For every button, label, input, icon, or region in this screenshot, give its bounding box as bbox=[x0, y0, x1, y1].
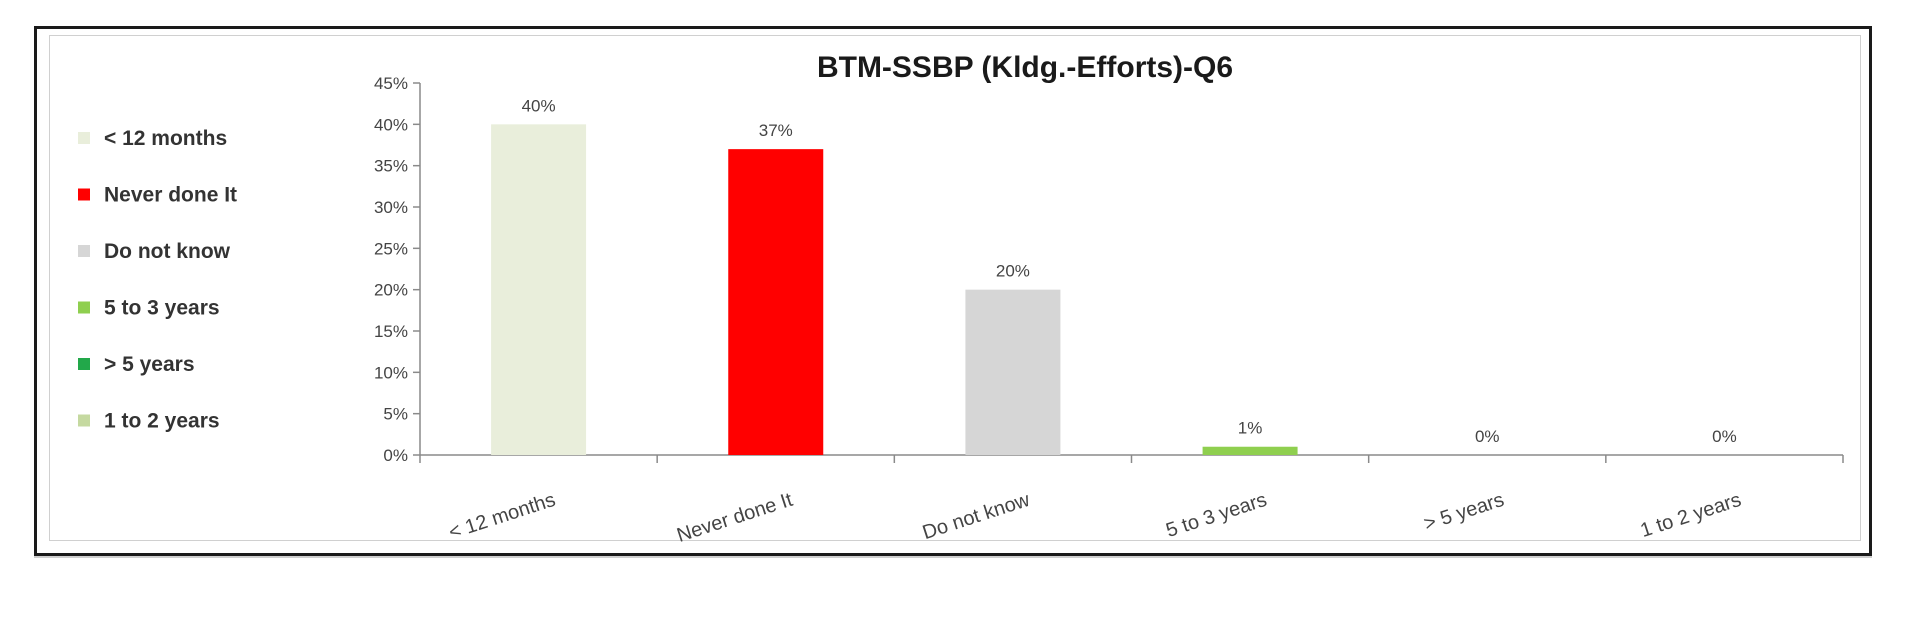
legend-label: Do not know bbox=[104, 240, 231, 263]
legend-swatch bbox=[78, 132, 90, 144]
legend-label: < 12 months bbox=[104, 127, 227, 150]
legend-swatch bbox=[78, 188, 90, 201]
bottom-divider bbox=[34, 556, 1872, 558]
legend-swatch bbox=[78, 358, 90, 370]
legend-swatch bbox=[78, 414, 90, 427]
x-tick-label: Do not know bbox=[920, 489, 1033, 544]
x-tick-label: > 5 years bbox=[1421, 489, 1507, 536]
data-labels: 40% 37% 20% 1% 0% 0% bbox=[522, 96, 1737, 446]
legend: < 12 months Never done It Do not know 5 to … bbox=[78, 127, 237, 433]
y-tick-label: 45% bbox=[374, 74, 408, 93]
chart-frame bbox=[34, 26, 1872, 556]
chart-title: BTM-SSBP (Kldg.-Efforts)-Q6 bbox=[817, 51, 1233, 84]
data-label: 20% bbox=[996, 262, 1030, 281]
x-tick-label: 1 to 2 years bbox=[1638, 489, 1744, 542]
legend-label: 5 to 3 years bbox=[104, 297, 220, 320]
x-tick-label: 5 to 3 years bbox=[1163, 489, 1269, 542]
bar bbox=[965, 289, 1061, 455]
legend-label: 1 to 2 years bbox=[104, 410, 220, 433]
data-label: 0% bbox=[1712, 427, 1737, 446]
y-tick-label: 5% bbox=[383, 405, 408, 424]
data-label: 0% bbox=[1475, 427, 1500, 446]
y-tick-label: 40% bbox=[374, 115, 408, 134]
data-label: 40% bbox=[522, 96, 556, 115]
legend-swatch bbox=[78, 301, 90, 314]
data-label: 37% bbox=[759, 121, 793, 140]
legend-swatch bbox=[78, 245, 90, 257]
bars bbox=[491, 124, 1298, 455]
x-tick-label: Never done It bbox=[674, 489, 795, 547]
y-tick-label: 10% bbox=[374, 363, 408, 382]
chart-area bbox=[49, 35, 1861, 541]
legend-label: > 5 years bbox=[104, 353, 195, 376]
data-label: 1% bbox=[1238, 419, 1263, 438]
x-tick-label: < 12 months bbox=[446, 489, 558, 544]
bar bbox=[728, 149, 824, 455]
y-tick-label: 15% bbox=[374, 322, 408, 341]
legend-label: Never done It bbox=[104, 184, 237, 207]
bar bbox=[1202, 446, 1298, 455]
y-tick-label: 30% bbox=[374, 198, 408, 217]
y-tick-label: 20% bbox=[374, 281, 408, 300]
y-tick-label: 35% bbox=[374, 157, 408, 176]
bar bbox=[491, 124, 587, 455]
x-axis: < 12 months Never done It Do not know 5 to … bbox=[419, 454, 1844, 547]
y-tick-label: 0% bbox=[383, 446, 408, 465]
y-tick-label: 25% bbox=[374, 239, 408, 258]
y-axis: 0% 5% 10% 15% 20% 25% 30% 35% 40% 45% bbox=[374, 74, 421, 465]
